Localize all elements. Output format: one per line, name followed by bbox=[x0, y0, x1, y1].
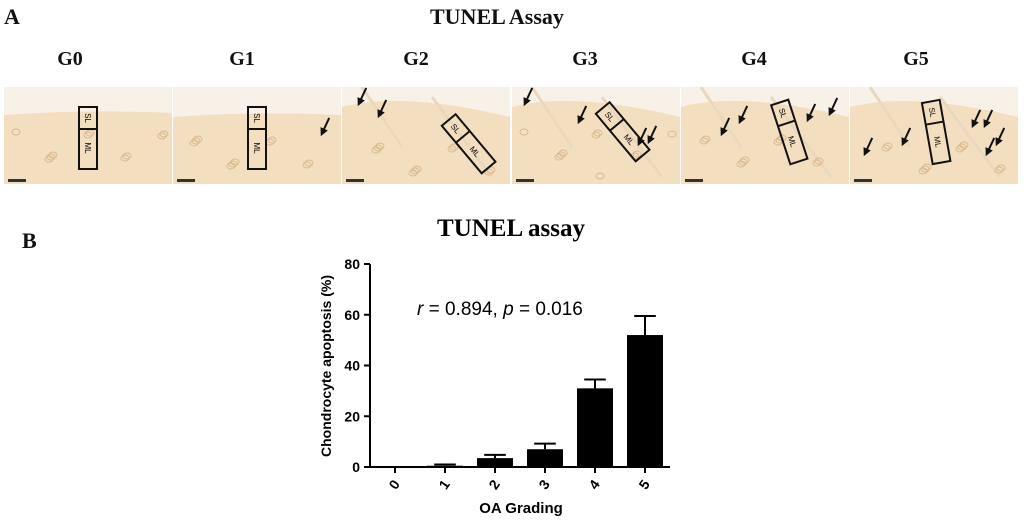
grade-label-g2: G2 bbox=[403, 48, 429, 70]
sl-ml-box: SL ML bbox=[769, 98, 809, 166]
apoptosis-arrow-icon bbox=[971, 109, 982, 129]
x-axis: 0 1 2 3 4 5 bbox=[370, 466, 670, 492]
x-tick-label: 2 bbox=[485, 476, 503, 492]
micrograph-g1: SL ML bbox=[173, 87, 341, 184]
ml-label: ML bbox=[932, 136, 943, 149]
annotation-r-value: = 0.894, bbox=[423, 299, 503, 320]
panel-b-letter: B bbox=[22, 228, 37, 253]
grade-label-g5: G5 bbox=[903, 48, 929, 70]
annotation-p-value: = 0.016 bbox=[514, 299, 583, 320]
apoptosis-arrow-icon bbox=[377, 99, 388, 119]
bar-grade-3 bbox=[527, 449, 563, 467]
apoptosis-arrow-icon bbox=[577, 105, 588, 125]
sl-ml-box: SL ML bbox=[920, 98, 952, 166]
x-tick-label: 0 bbox=[385, 476, 403, 492]
annotation-r-symbol: r bbox=[417, 299, 424, 320]
apoptosis-arrow-icon bbox=[320, 117, 331, 137]
sl-label: SL bbox=[777, 107, 789, 120]
micrograph-g2: SL ML bbox=[342, 87, 510, 184]
y-axis-label: Chondrocyte apoptosis (%) bbox=[318, 275, 334, 457]
annotation-p-symbol: p bbox=[502, 299, 514, 320]
grade-label-g4: G4 bbox=[741, 48, 767, 70]
y-tick-label: 20 bbox=[344, 408, 360, 424]
bar-grade-5 bbox=[627, 335, 663, 467]
sl-label: SL bbox=[83, 113, 92, 123]
sl-label: SL bbox=[927, 107, 938, 119]
y-axis: 0 20 40 60 80 bbox=[344, 256, 371, 475]
y-tick-label: 40 bbox=[344, 358, 360, 374]
sl-ml-box: SL ML bbox=[247, 106, 267, 170]
panel-a-title: TUNEL Assay bbox=[430, 4, 564, 29]
x-tick-label: 4 bbox=[585, 476, 603, 492]
micrograph-g4: SL ML bbox=[681, 87, 849, 184]
x-tick-label: 1 bbox=[435, 476, 453, 492]
chart-title: TUNEL assay bbox=[437, 215, 585, 242]
y-tick-label: 80 bbox=[344, 256, 360, 272]
x-tick-label: 3 bbox=[535, 476, 553, 492]
ml-label: ML bbox=[786, 135, 798, 149]
apoptosis-arrow-icon bbox=[828, 97, 839, 117]
correlation-annotation: r = 0.894, p = 0.016 bbox=[417, 299, 583, 320]
grade-label-g0: G0 bbox=[57, 48, 83, 70]
apoptosis-arrow-icon bbox=[863, 137, 874, 157]
apoptosis-arrow-icon bbox=[806, 103, 817, 123]
grade-label-g1: G1 bbox=[229, 48, 255, 70]
sl-label: SL bbox=[252, 113, 261, 123]
apoptosis-arrow-icon bbox=[738, 105, 749, 125]
bar-grade-1 bbox=[427, 465, 463, 467]
ml-label: ML bbox=[252, 142, 261, 154]
micrograph-g3: SL ML bbox=[512, 87, 680, 184]
y-tick-label: 0 bbox=[352, 459, 360, 475]
ml-label: ML bbox=[83, 142, 92, 154]
y-tick-label: 60 bbox=[344, 307, 360, 323]
sl-ml-box: SL ML bbox=[78, 106, 98, 170]
micrograph-g0: SL ML bbox=[4, 87, 172, 184]
apoptosis-arrow-icon bbox=[647, 125, 658, 145]
apoptosis-arrow-icon bbox=[983, 109, 994, 129]
x-axis-label: OA Grading bbox=[479, 500, 563, 517]
apoptosis-arrow-icon bbox=[523, 87, 534, 107]
apoptosis-arrow-icon bbox=[637, 127, 648, 147]
apoptosis-arrow-icon bbox=[985, 137, 996, 157]
apoptosis-arrow-icon bbox=[901, 127, 912, 147]
bar-grade-2 bbox=[477, 458, 513, 467]
apoptosis-arrow-icon bbox=[357, 87, 368, 107]
bar-grade-4 bbox=[577, 388, 613, 467]
panel-a-letter: A bbox=[4, 4, 20, 29]
micrograph-g5: SL ML bbox=[850, 87, 1018, 184]
apoptosis-arrow-icon bbox=[995, 127, 1006, 147]
grade-label-g3: G3 bbox=[572, 48, 598, 70]
bar-series bbox=[427, 315, 663, 467]
apoptosis-arrow-icon bbox=[720, 117, 731, 137]
x-tick-label: 5 bbox=[635, 476, 653, 492]
